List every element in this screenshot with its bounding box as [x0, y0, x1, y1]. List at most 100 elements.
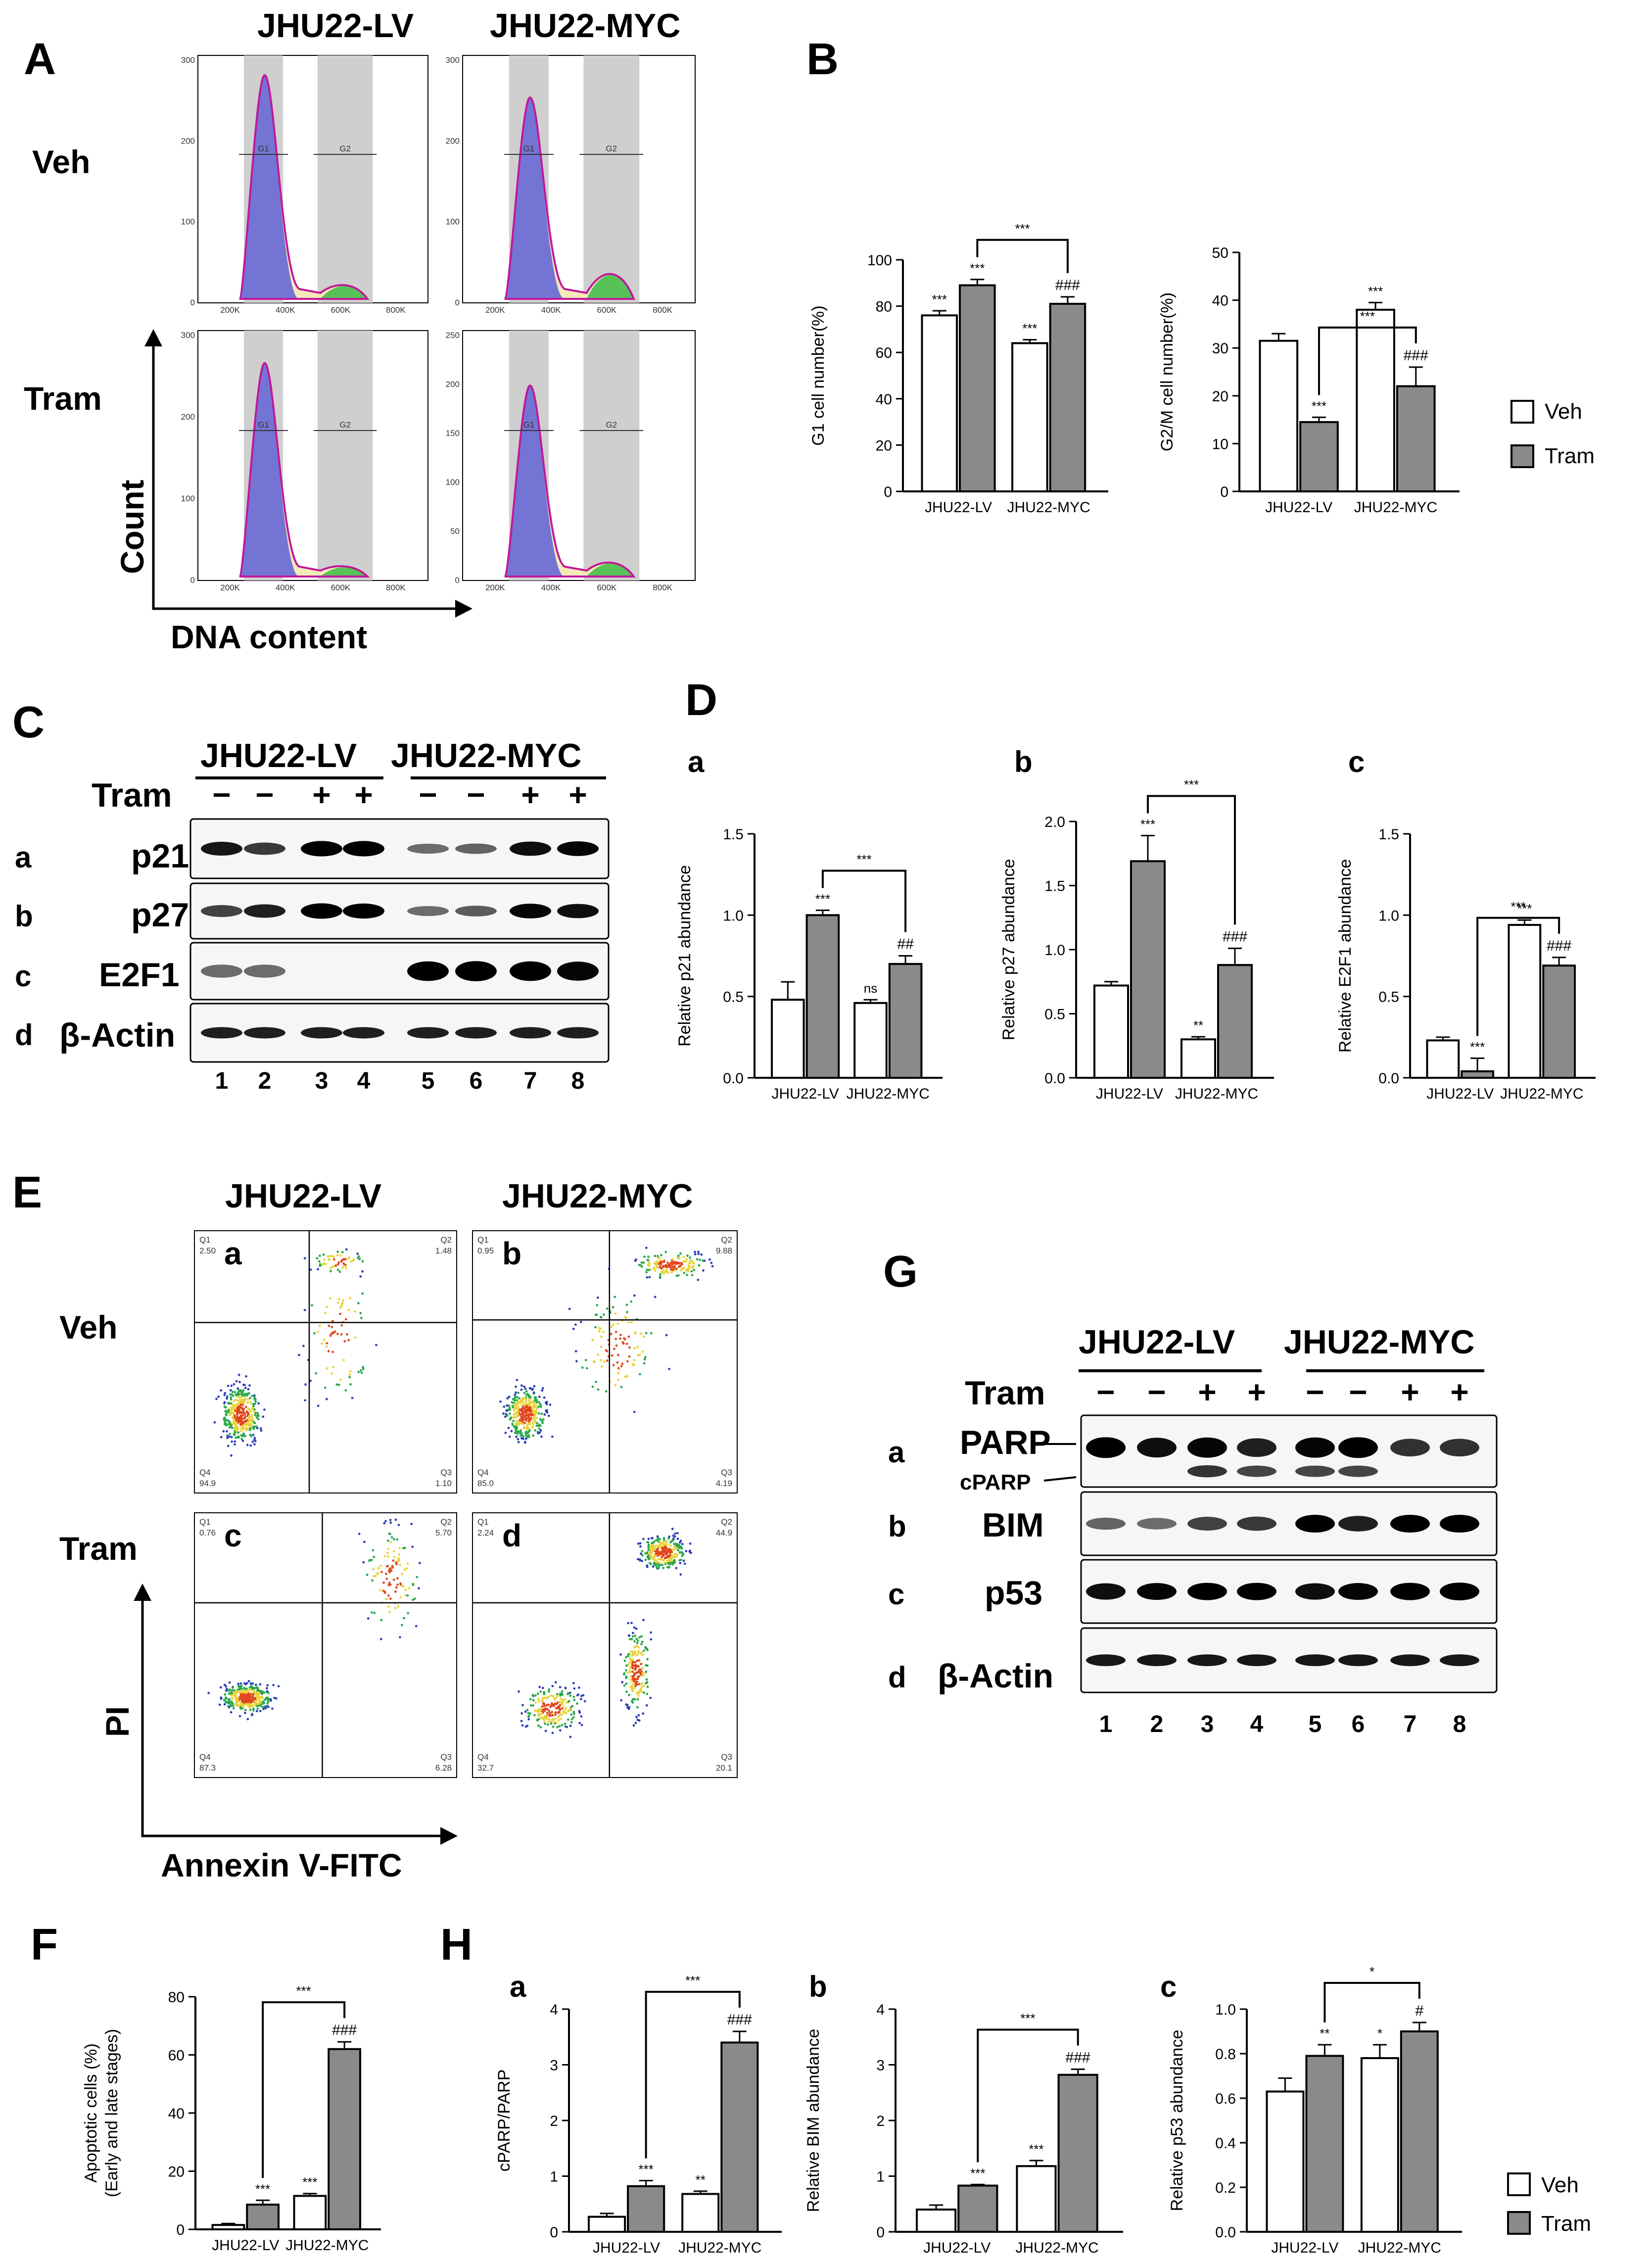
event-dot [697, 1251, 700, 1253]
event-dot [348, 1256, 351, 1259]
event-dot [617, 1378, 620, 1381]
event-dot [532, 1434, 535, 1437]
event-dot [636, 1706, 639, 1709]
event-dot [262, 1415, 265, 1418]
event-dot [671, 1562, 674, 1565]
event-dot [244, 1709, 247, 1711]
event-dot [635, 1683, 638, 1685]
event-dot [246, 1427, 249, 1430]
gate-g2-region [583, 55, 640, 303]
event-dot [325, 1397, 328, 1400]
event-dot [581, 1366, 584, 1369]
chart-b1-sig-myc-veh: *** [1022, 321, 1037, 336]
event-dot [674, 1532, 676, 1535]
event-dot [644, 1646, 647, 1649]
event-dot [689, 1256, 692, 1259]
g-label-p53: p53 [985, 1574, 1042, 1612]
event-dot [671, 1268, 674, 1271]
event-dot [614, 1384, 617, 1387]
event-dot [339, 1254, 342, 1257]
event-dot [251, 1419, 254, 1422]
event-dot [636, 1641, 639, 1644]
event-dot [232, 1412, 235, 1414]
event-dot [676, 1261, 679, 1264]
chart-b2-sig-bracket: *** [1360, 309, 1375, 324]
event-dot [638, 1668, 641, 1671]
chart-ha-sig-bracket: *** [685, 1973, 700, 1988]
event-dot [648, 1269, 651, 1271]
event-dot [520, 1404, 523, 1407]
event-dot [207, 1691, 210, 1694]
treatment-sign-lane1: − [1096, 1374, 1115, 1410]
event-dot [234, 1403, 237, 1406]
event-dot [546, 1411, 549, 1414]
event-dot [661, 1261, 663, 1264]
event-dot [619, 1334, 622, 1337]
treatment-sign-lane2: − [1147, 1374, 1166, 1410]
event-dot [665, 1268, 668, 1271]
event-dot [257, 1698, 260, 1701]
event-dot [258, 1689, 261, 1692]
band-bactin-lane5 [1295, 1654, 1335, 1666]
event-dot [356, 1252, 359, 1255]
event-dot [371, 1611, 373, 1614]
event-dot [228, 1702, 231, 1705]
event-dot [256, 1412, 259, 1414]
band-p27-lane3 [301, 903, 342, 919]
event-dot [520, 1417, 523, 1420]
event-dot [250, 1714, 253, 1717]
event-dot [256, 1704, 259, 1707]
event-dot [700, 1253, 703, 1256]
event-dot [246, 1695, 249, 1698]
event-dot [316, 1257, 319, 1260]
event-dot [327, 1255, 330, 1258]
event-dot [662, 1272, 665, 1275]
event-dot [547, 1414, 550, 1417]
chart-f-ylabel: Apoptotic cells (%) [82, 2043, 100, 2183]
event-dot [235, 1696, 237, 1699]
event-dot [508, 1406, 511, 1409]
event-dot [360, 1317, 363, 1319]
event-dot [678, 1541, 681, 1544]
event-dot [225, 1414, 228, 1417]
a-col-lv: JHU22-LV [257, 7, 414, 45]
event-dot [710, 1261, 713, 1264]
quadrant-q2-label: Q2 [440, 1517, 452, 1527]
c-row-a: a [15, 841, 32, 874]
chart-b2-ytick-label: 30 [1212, 340, 1228, 357]
event-dot [240, 1689, 243, 1692]
event-dot [675, 1544, 678, 1547]
treatment-sign-lane5: − [1306, 1374, 1324, 1410]
event-dot [594, 1326, 597, 1329]
event-dot [252, 1434, 255, 1436]
event-dot [412, 1598, 414, 1601]
event-dot [560, 1717, 563, 1720]
quadrant-q2-label: Q2 [721, 1235, 732, 1245]
event-dot [628, 1346, 631, 1349]
event-dot [383, 1522, 386, 1525]
d-sub-b: b [1014, 745, 1033, 778]
event-dot [626, 1671, 629, 1674]
event-dot [322, 1253, 325, 1256]
chart-dc-sig-myc-tram: ### [1547, 938, 1571, 954]
event-dot [233, 1434, 236, 1436]
event-dot [652, 1565, 655, 1568]
lane-number-5: 5 [1309, 1711, 1322, 1737]
gate-g1-label: G1 [258, 144, 269, 153]
chart-b1-ytick-label: 40 [876, 391, 892, 408]
event-dot [686, 1254, 689, 1257]
event-dot [610, 1333, 613, 1336]
event-dot [380, 1571, 383, 1574]
event-dot [548, 1718, 551, 1721]
event-dot [379, 1589, 382, 1591]
event-dot [541, 1716, 544, 1719]
blot-strip-bactin [189, 1003, 610, 1063]
histogram-xtick: 400K [541, 305, 561, 315]
event-dot [269, 1698, 272, 1701]
event-dot [557, 1694, 560, 1697]
event-dot [561, 1702, 564, 1705]
event-dot [521, 1704, 524, 1706]
